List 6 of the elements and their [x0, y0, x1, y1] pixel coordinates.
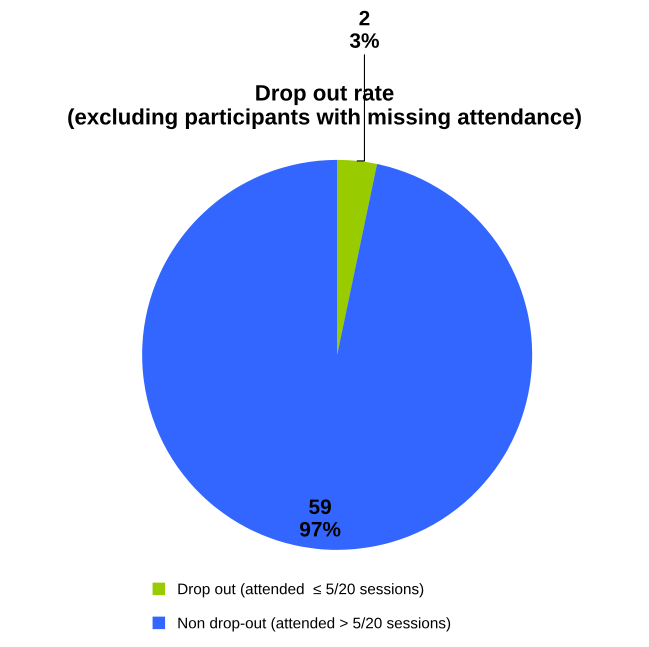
- data-label: 2 3%: [350, 10, 379, 48]
- data-label: 59 97%: [300, 499, 340, 537]
- pie-slice: [142, 160, 532, 550]
- pie-slice: [337, 160, 378, 355]
- legend-label: Drop out (attended ≤ 5/20 sessions): [178, 583, 424, 598]
- legend-label: Non drop-out (attended > 5/20 sessions): [178, 617, 450, 632]
